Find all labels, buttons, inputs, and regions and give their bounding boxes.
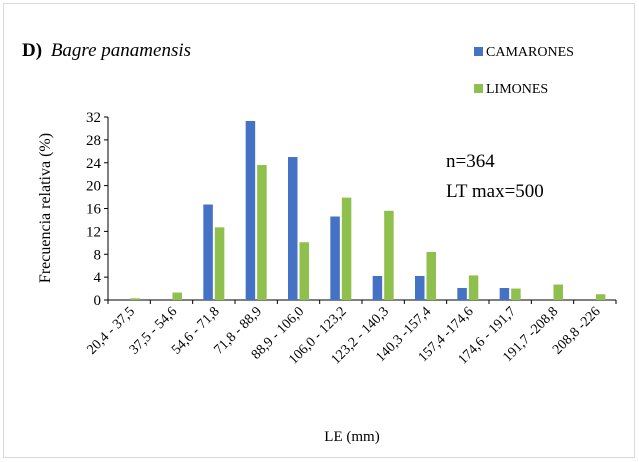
chart-legend: CAMARONES LIMONES — [474, 45, 574, 97]
bar-limones-3 — [257, 165, 267, 300]
y-tick-label: 4 — [94, 270, 102, 286]
y-tick-label: 0 — [94, 293, 102, 309]
bar-limones-4 — [299, 242, 309, 300]
bar-camarones-8 — [457, 287, 467, 300]
x-axis: 20,4 - 37,537,5 - 54,654,6 - 71,871,8 - … — [84, 299, 617, 368]
bar-camarones-7 — [415, 275, 425, 300]
bar-camarones-3 — [245, 121, 256, 300]
bar-limones-11 — [595, 294, 606, 300]
bar-limones-6 — [384, 210, 394, 300]
legend-label-limones: LIMONES — [486, 82, 548, 97]
chart-annotations: n=364 LT max=500 — [446, 151, 544, 202]
x-axis-label: LE (mm) — [324, 429, 379, 445]
y-tick-label: 28 — [86, 133, 101, 149]
y-tick-label: 24 — [86, 156, 102, 172]
bar-limones-2 — [214, 227, 225, 300]
bar-limones-10 — [553, 284, 563, 300]
bar-limones-9 — [511, 288, 521, 300]
legend-swatch-limones — [474, 84, 483, 93]
y-tick-label: 12 — [86, 224, 101, 240]
annotation-0: n=364 — [446, 151, 495, 172]
y-axis: 0 4 8 12 16 20 24 28 32 — [86, 110, 109, 309]
bar-camarones-5 — [330, 216, 340, 300]
chart-title: D) Bagre panamensis — [22, 40, 191, 61]
bars — [130, 121, 606, 300]
y-tick-label: 8 — [94, 247, 102, 263]
bar-camarones-9 — [499, 287, 510, 300]
legend-swatch-camarones — [474, 47, 483, 56]
bar-limones-8 — [468, 275, 479, 300]
bar-limones-7 — [426, 251, 436, 300]
bar-limones-1 — [172, 292, 182, 300]
annotation-1: LT max=500 — [446, 181, 544, 202]
y-tick-label: 16 — [86, 202, 102, 218]
bar-camarones-4 — [288, 157, 298, 300]
y-tick-label: 32 — [86, 110, 101, 126]
y-axis-label: Frecuencia relativa (%) — [37, 133, 54, 283]
bar-limones-5 — [341, 197, 352, 300]
chart-title-species: Bagre panamensis — [51, 40, 191, 61]
bar-camarones-6 — [372, 275, 383, 300]
chart-frame: D) Bagre panamensis CAMARONES LIMONES n=3… — [3, 3, 635, 458]
bar-chart: D) Bagre panamensis CAMARONES LIMONES n=3… — [22, 40, 617, 445]
bar-camarones-2 — [203, 204, 213, 300]
legend-label-camarones: CAMARONES — [486, 45, 574, 60]
bar-limones-0 — [130, 298, 140, 300]
chart-title-prefix: D) — [22, 40, 42, 61]
y-tick-label: 20 — [86, 179, 101, 195]
